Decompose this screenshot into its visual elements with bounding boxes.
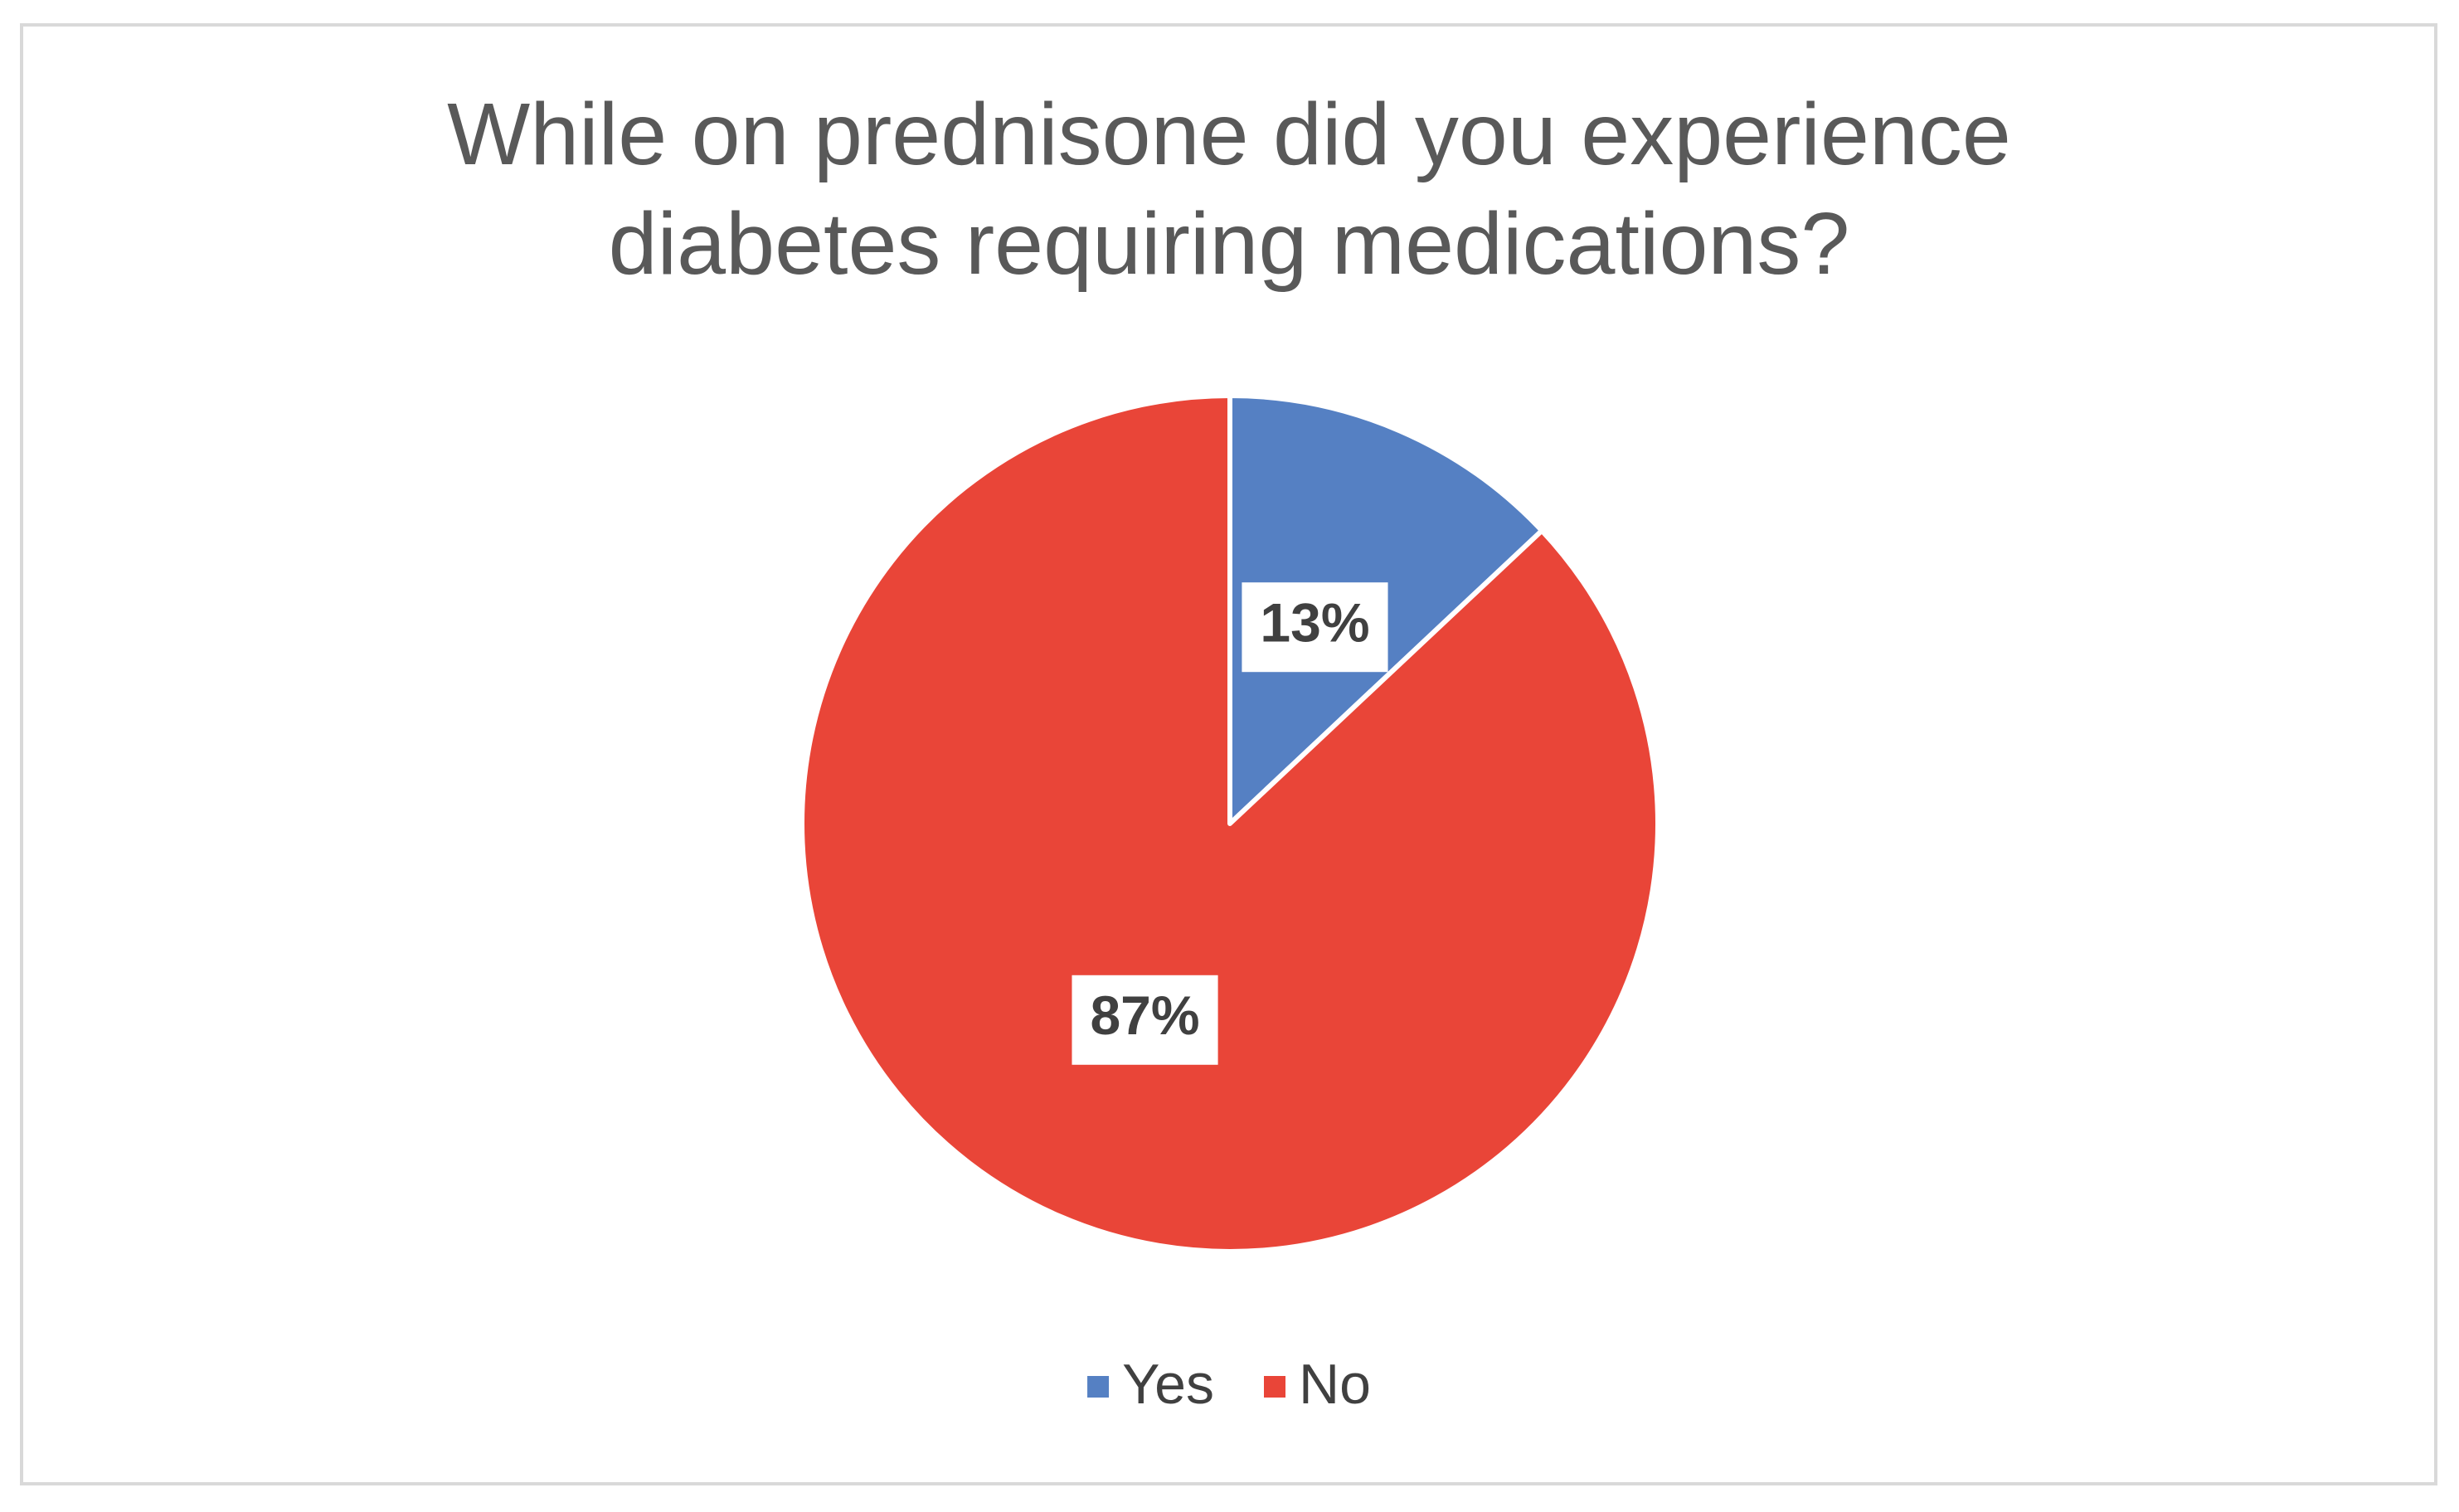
legend-item: Yes: [1087, 1353, 1214, 1416]
value-label-box: [1072, 975, 1218, 1065]
value-label-group: 13%: [1242, 582, 1388, 673]
legend-label: Yes: [1122, 1353, 1214, 1416]
pie-slice: [799, 393, 1660, 1254]
legend-swatch: [1087, 1376, 1110, 1398]
value-label-box: [1242, 582, 1388, 673]
legend-label: No: [1299, 1353, 1371, 1416]
value-label-group: 87%: [1072, 975, 1218, 1065]
legend-swatch: [1264, 1376, 1285, 1398]
value-label: 13%: [1260, 592, 1369, 654]
chart-title: While on prednisone did you experience di…: [447, 85, 2011, 293]
value-label: 87%: [1090, 985, 1199, 1046]
legend-item: No: [1264, 1353, 1371, 1416]
